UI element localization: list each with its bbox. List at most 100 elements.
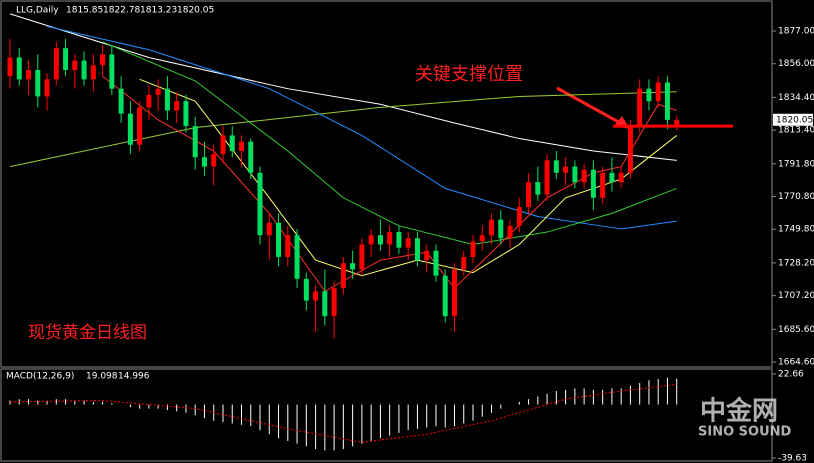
candle-body (127, 113, 133, 145)
candle-body (396, 232, 402, 248)
candle-body (276, 222, 282, 257)
header-value: 1813.23 (140, 6, 177, 16)
candle-body (674, 119, 680, 127)
candle-body (7, 57, 13, 77)
candle-body (350, 263, 356, 270)
candle-body (470, 241, 476, 257)
line (9, 13, 677, 161)
header-value: 1822.78 (103, 6, 140, 16)
candle-body (479, 235, 485, 242)
caption: 现货黄金日线图 (28, 323, 147, 343)
candle-body (461, 256, 467, 270)
candle-body (600, 172, 606, 198)
candle-body (572, 166, 578, 183)
candle-body (201, 157, 207, 167)
candle-body (590, 169, 596, 198)
candle-body (257, 172, 263, 236)
candle-body (609, 172, 615, 183)
candle-body (563, 166, 569, 173)
candle-body (44, 79, 50, 97)
candle-body (442, 275, 448, 317)
macd-panel (0, 368, 773, 462)
candle-body (53, 48, 59, 80)
candle-body (451, 269, 457, 317)
y-tick-label: 1856.00 (778, 59, 814, 69)
y-tick-label: 1664.60 (778, 358, 814, 368)
candle-body (535, 182, 541, 195)
line (9, 91, 677, 168)
candle-body (100, 54, 106, 66)
candle-body (303, 278, 309, 301)
price-box (773, 113, 813, 126)
candle-body (220, 135, 226, 155)
y-tick-label: 1791.80 (778, 159, 814, 169)
candle-body (507, 225, 513, 239)
candle-body (368, 235, 374, 245)
candle-body (229, 135, 235, 152)
candle-body (637, 88, 643, 127)
y-tick-label: 1749.80 (778, 225, 814, 235)
candle-body (655, 82, 661, 102)
candle-body (646, 88, 652, 102)
y-tick-label: 1707.20 (778, 291, 814, 301)
y-tick-label: 1770.80 (778, 192, 814, 202)
header-value: 1820.05 (177, 6, 214, 16)
candle-body (377, 235, 383, 245)
candle-body (248, 141, 254, 173)
y-tick-label: 1728.20 (778, 258, 814, 268)
candle-body (294, 235, 300, 279)
price-panel (0, 0, 773, 368)
candle-body (526, 182, 532, 208)
candle-body (35, 69, 41, 97)
candle-body (331, 288, 337, 317)
y-tick-label: 1834.40 (778, 93, 814, 103)
candle-body (90, 65, 96, 80)
candle-body (313, 291, 319, 301)
candle-body (627, 126, 633, 173)
line (46, 25, 677, 230)
line (9, 383, 677, 443)
candle-body (174, 101, 180, 111)
candle-body (340, 263, 346, 289)
candle-body (192, 126, 198, 158)
candle-body (63, 48, 69, 70)
candle-body (146, 94, 152, 108)
candle-body (26, 69, 32, 80)
candle-body (405, 238, 411, 248)
candle-body (81, 60, 87, 80)
candle-body (414, 238, 420, 261)
y-tick-label: -39.63 (778, 454, 807, 463)
candle-body (618, 172, 624, 183)
macd-value: 19.098 (86, 372, 118, 382)
candle-body (137, 107, 143, 145)
candle-body (118, 88, 124, 114)
candle-body (359, 244, 365, 270)
candle-body (322, 291, 328, 317)
header-value: 1815.85 (66, 6, 103, 16)
watermark-subtitle: SINO SOUND (698, 425, 792, 440)
candle-body (164, 88, 170, 111)
candle-body (581, 169, 587, 183)
candle-body (285, 235, 291, 257)
candle-body (239, 141, 244, 152)
y-tick-label: 1877.00 (778, 27, 814, 37)
candle-body (498, 219, 504, 239)
header: LLG,Daily (16, 6, 59, 16)
candle-body (109, 54, 115, 89)
macd-label: MACD(12,26,9) (6, 372, 74, 382)
y-tick-label: 1813.40 (778, 126, 814, 136)
annotation: 关键支撑位置 (415, 64, 523, 85)
candle-body (433, 250, 439, 276)
candle-body (544, 160, 550, 195)
candle-body (155, 88, 161, 95)
candle-body (211, 154, 217, 167)
y-tick-label: 1685.60 (778, 325, 814, 335)
arrow (556, 86, 625, 127)
current-price: 1820.05 (776, 115, 813, 125)
candle-body (183, 101, 189, 127)
watermark-title: 中金网 (700, 396, 778, 427)
candle-body (516, 207, 522, 226)
candle-body (489, 219, 495, 236)
